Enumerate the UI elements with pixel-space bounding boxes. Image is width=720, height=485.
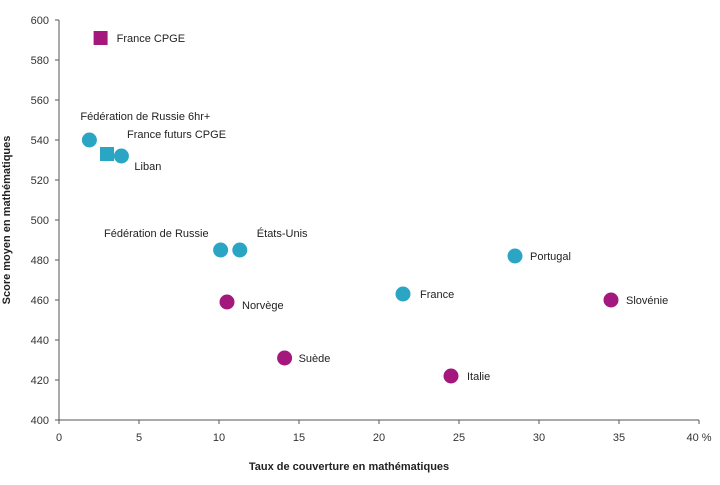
x-tick-label: 40 % <box>686 432 711 444</box>
point-norvege <box>219 294 235 310</box>
y-tick-label: 500 <box>31 215 49 227</box>
point-france <box>395 286 411 302</box>
label-liban: Liban <box>134 161 161 173</box>
x-tick-label: 35 <box>613 432 625 444</box>
point-france-cpge <box>93 31 108 45</box>
point-etats-unis <box>232 242 248 258</box>
x-tick-label: 0 <box>56 432 62 444</box>
point-liban <box>113 148 129 164</box>
label-italie: Italie <box>467 371 490 383</box>
label-france-futurs-cpge: France futurs CPGE <box>127 129 226 141</box>
x-tick-label: 15 <box>293 432 305 444</box>
label-federation-de-russie: Fédération de Russie <box>104 228 209 240</box>
y-tick-label: 560 <box>31 95 49 107</box>
data-points <box>81 31 619 384</box>
y-tick-label: 440 <box>31 335 49 347</box>
x-tick-label: 5 <box>136 432 142 444</box>
axes <box>55 19 700 424</box>
point-france-futurs-cpge <box>100 147 114 161</box>
x-tick-label: 10 <box>213 432 225 444</box>
y-tick-label: 520 <box>31 175 49 187</box>
point-italie <box>443 368 459 384</box>
y-tick-label: 460 <box>31 295 49 307</box>
label-federation-de-russie-6hr: Fédération de Russie 6hr+ <box>80 111 210 123</box>
x-tick-label: 25 <box>453 432 465 444</box>
x-tick-label: 20 <box>373 432 385 444</box>
tick-labels: 0 5 10 15 20 25 30 35 40 % 400 420 440 460 480 500 520 5… <box>31 15 712 444</box>
y-tick-label: 420 <box>31 375 49 387</box>
point-federation-de-russie-6hr <box>81 132 97 148</box>
label-suede: Suède <box>299 353 331 365</box>
point-slovenie <box>603 292 619 308</box>
y-axis-title: Score moyen en mathématiques <box>1 136 13 305</box>
label-france-cpge: France CPGE <box>117 33 185 45</box>
y-tick-label: 540 <box>31 135 49 147</box>
label-etats-unis: États-Unis <box>257 227 308 240</box>
point-labels: France CPGE Fédération de Russie 6hr+ Fran… <box>80 33 668 383</box>
label-france: France <box>420 289 454 301</box>
label-norvege: Norvège <box>242 300 284 312</box>
x-axis-title: Taux de couverture en mathématiques <box>249 461 449 473</box>
y-tick-label: 480 <box>31 255 49 267</box>
y-tick-label: 580 <box>31 55 49 67</box>
y-tick-label: 400 <box>31 415 49 427</box>
label-portugal: Portugal <box>530 251 571 263</box>
point-portugal <box>507 248 523 264</box>
y-tick-label: 600 <box>31 15 49 27</box>
point-federation-de-russie <box>213 242 229 258</box>
label-slovenie: Slovénie <box>626 295 668 307</box>
point-suede <box>277 350 293 366</box>
x-tick-label: 30 <box>533 432 545 444</box>
